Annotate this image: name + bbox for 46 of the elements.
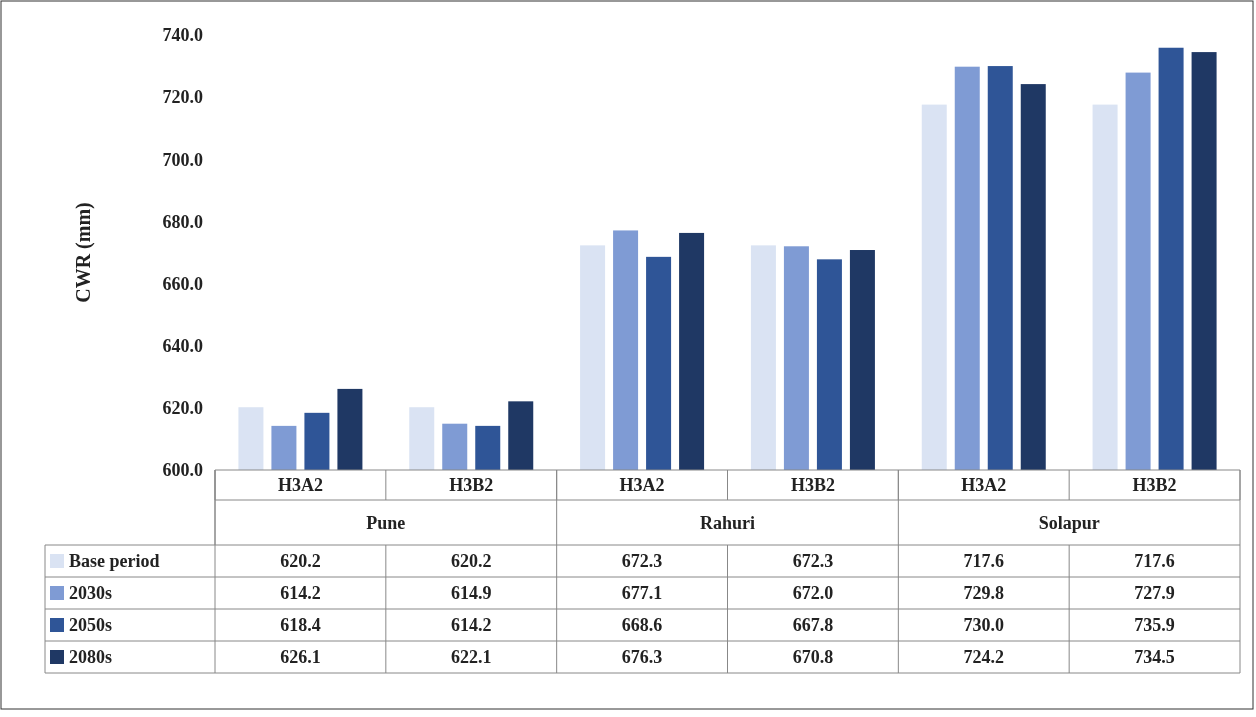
y-tick-label: 640.0: [162, 335, 203, 356]
data-label: 622.1: [451, 647, 492, 667]
data-label: 729.8: [963, 583, 1004, 603]
text: Rahuri: [699, 512, 756, 533]
data-label: 667.8: [792, 615, 834, 635]
data-label: 672.3: [792, 551, 834, 571]
data-label: 672.3: [621, 551, 663, 571]
data-label: 620.2: [280, 551, 321, 571]
data-label: 626.1: [280, 647, 321, 667]
y-axis-title: CWR (mm): [72, 202, 95, 303]
data-label: 734.5: [1134, 647, 1175, 667]
text: Pune: [366, 512, 406, 533]
data-label: 614.2: [451, 615, 492, 635]
data-label: 670.8: [792, 647, 834, 667]
data-label: 724.2: [963, 647, 1004, 667]
data-label: 717.6: [963, 551, 1004, 571]
data-label: 672.0: [792, 583, 834, 603]
y-tick-label: 740.0: [162, 25, 203, 46]
x-tick-label: H3A2: [961, 475, 1007, 495]
data-label: 676.3: [621, 647, 663, 667]
data-label: 730.0: [963, 615, 1004, 635]
x-tick-label: H3A2: [277, 475, 323, 495]
y-tick-label: 700.0: [162, 149, 203, 170]
data-label: 735.9: [1134, 615, 1175, 635]
data-label: 614.2: [280, 583, 321, 603]
data-label: 620.2: [451, 551, 492, 571]
y-tick-label: 600.0: [162, 460, 203, 481]
x-tick-label: H3A2: [619, 475, 665, 495]
data-label: 614.9: [451, 583, 492, 603]
text: Solapur: [1038, 512, 1100, 533]
x-tick-label: H3B2: [790, 475, 835, 495]
y-tick-label: 660.0: [162, 273, 203, 294]
legend-label: Base period: [69, 551, 160, 571]
data-label: 677.1: [621, 583, 663, 603]
data-label: 717.6: [1134, 551, 1175, 571]
y-tick-label: 720.0: [162, 87, 203, 108]
legend-label: 2080s: [69, 647, 113, 667]
y-tick-label: 680.0: [162, 211, 203, 232]
x-tick-label: H3B2: [1132, 475, 1177, 495]
x-tick-label: H3B2: [449, 475, 494, 495]
legend-label: 2050s: [69, 615, 113, 635]
data-label: 668.6: [621, 615, 663, 635]
y-tick-label: 620.0: [162, 398, 203, 419]
data-label: 727.9: [1134, 583, 1175, 603]
data-label: 618.4: [280, 615, 321, 635]
legend-label: 2030s: [69, 583, 113, 603]
